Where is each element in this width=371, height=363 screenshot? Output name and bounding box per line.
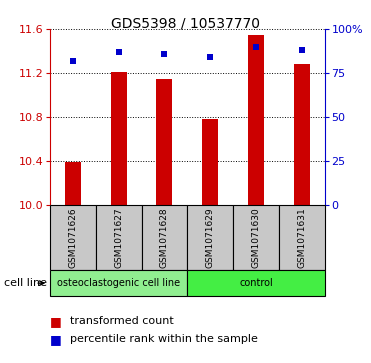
Text: GSM1071627: GSM1071627 — [114, 207, 123, 268]
Bar — [65, 162, 81, 205]
Point — [253, 44, 259, 49]
Point — [299, 47, 305, 53]
Point — [207, 54, 213, 60]
Bar — [187, 270, 325, 296]
Text: GSM1071626: GSM1071626 — [69, 207, 78, 268]
Point — [70, 58, 76, 64]
Text: GSM1071629: GSM1071629 — [206, 207, 215, 268]
Bar — [248, 34, 264, 205]
Text: GDS5398 / 10537770: GDS5398 / 10537770 — [111, 16, 260, 30]
Bar — [96, 205, 142, 270]
Text: cell line: cell line — [4, 278, 47, 288]
Point — [161, 51, 167, 57]
Bar — [111, 72, 127, 205]
Text: ■: ■ — [50, 315, 66, 328]
Text: GSM1071630: GSM1071630 — [252, 207, 260, 268]
Text: control: control — [239, 278, 273, 288]
Bar — [50, 270, 187, 296]
Bar — [279, 205, 325, 270]
Point — [116, 49, 122, 55]
Text: percentile rank within the sample: percentile rank within the sample — [70, 334, 258, 344]
Bar — [187, 205, 233, 270]
Bar — [142, 205, 187, 270]
Text: GSM1071628: GSM1071628 — [160, 207, 169, 268]
Bar — [233, 205, 279, 270]
Text: ■: ■ — [50, 333, 66, 346]
Bar — [157, 78, 173, 205]
Text: osteoclastogenic cell line: osteoclastogenic cell line — [57, 278, 180, 288]
Bar — [202, 119, 218, 205]
Bar — [294, 64, 310, 205]
Text: transformed count: transformed count — [70, 316, 174, 326]
Bar — [50, 205, 96, 270]
Text: GSM1071631: GSM1071631 — [297, 207, 306, 268]
